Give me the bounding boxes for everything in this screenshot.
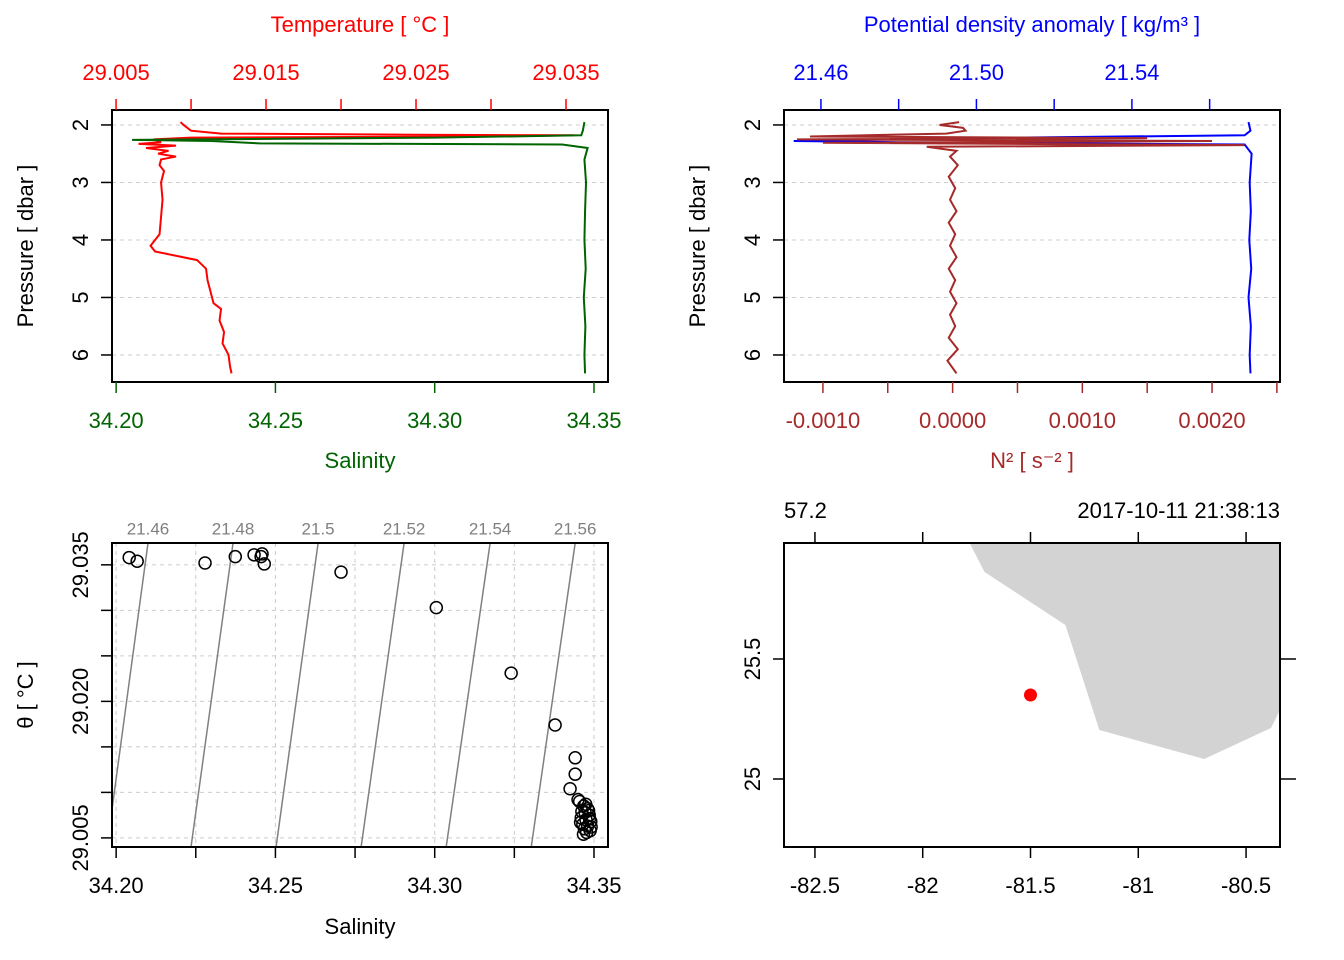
x2-tick-label: 21.54: [1104, 60, 1159, 85]
y-tick-label: 2: [740, 119, 765, 131]
data-point: [122, 550, 136, 565]
isopycnal: [275, 543, 319, 847]
isopycnal-label: 21.48: [212, 519, 255, 538]
data-point: [584, 820, 598, 834]
y-tick-label: 29.020: [68, 668, 93, 735]
y-tick-label: 3: [740, 176, 765, 188]
plot-frame: [783, 109, 1281, 383]
y-tick-label: 5: [740, 291, 765, 303]
isopycnal-label: 21.52: [383, 519, 426, 538]
station: [1024, 688, 1038, 702]
plot-frame: [783, 542, 1281, 848]
isopycnal: [360, 543, 405, 847]
x-tick-label: 34.30: [407, 873, 462, 898]
x-axis-title: Salinity: [325, 448, 396, 473]
x-tick-label: -80.5: [1221, 873, 1271, 898]
x-axis-title: Salinity: [325, 914, 396, 939]
y-tick-label: 6: [740, 349, 765, 361]
x-tick-label: 34.35: [566, 873, 621, 898]
isopycnal: [190, 543, 234, 847]
x-tick-label: -81.5: [1005, 873, 1055, 898]
y-axis-title: θ [ °C ]: [13, 661, 38, 728]
data-point: [130, 554, 144, 568]
x-tick-label: 0.0000: [919, 408, 986, 433]
data-point: [257, 557, 272, 571]
data-point: [568, 767, 582, 781]
x-tick-label: -81: [1122, 873, 1154, 898]
x-tick-label: 34.30: [407, 408, 462, 433]
x2-tick-label: 29.015: [232, 60, 299, 85]
y-tick-label: 5: [68, 291, 93, 303]
data-point: [578, 797, 593, 811]
data-point: [254, 549, 268, 564]
data-point: [247, 548, 261, 562]
x2-tick-label: 21.50: [949, 60, 1004, 85]
x2-tick-label: 29.025: [382, 60, 449, 85]
land: [969, 543, 1280, 760]
x-tick-label: 0.0020: [1178, 408, 1245, 433]
isopycnal-label: 21.5: [302, 519, 335, 538]
x-tick-label: -0.0010: [786, 408, 861, 433]
data-point: [576, 827, 591, 842]
x-tick-label: -82: [907, 873, 939, 898]
data-point: [568, 751, 582, 765]
data-point: [504, 666, 518, 680]
x-tick-label: -82.5: [790, 873, 840, 898]
x-tick-label: 34.20: [89, 408, 144, 433]
data-point: [548, 718, 562, 732]
isopycnal-label: 21.46: [127, 519, 170, 538]
data-point: [198, 556, 212, 570]
x-tick-label: 0.0010: [1049, 408, 1116, 433]
data-point: [582, 812, 597, 826]
y-tick-label: 25.5: [740, 638, 765, 681]
station-time: 2017-10-11 21:38:13: [1077, 498, 1280, 523]
x-tick-label: 34.20: [89, 873, 144, 898]
x2-tick-label: 29.005: [82, 60, 149, 85]
plot-frame: [111, 109, 609, 383]
profile-line: [796, 121, 1245, 374]
y-tick-label: 4: [68, 234, 93, 246]
x2-axis-title: Potential density anomaly [ kg/m³ ]: [864, 12, 1200, 37]
data-point: [575, 804, 589, 819]
x-tick-label: 34.25: [248, 408, 303, 433]
y-tick-label: 6: [68, 349, 93, 361]
y-tick-label: 4: [740, 234, 765, 246]
data-point: [572, 794, 587, 809]
x2-tick-label: 21.46: [793, 60, 848, 85]
data-point: [563, 781, 577, 796]
y-tick-label: 3: [68, 176, 93, 188]
isopycnal: [112, 543, 149, 815]
y-tick-label: 2: [68, 119, 93, 131]
data-point: [228, 549, 243, 564]
data-point: [581, 803, 596, 818]
isopycnal-label: 21.54: [469, 519, 512, 538]
profile-line: [138, 121, 574, 374]
isopycnal: [445, 543, 491, 847]
x-tick-label: 34.35: [566, 408, 621, 433]
x2-tick-label: 29.035: [532, 60, 599, 85]
x-axis-title: N² [ s⁻² ]: [990, 448, 1074, 473]
plot-frame: [111, 542, 609, 848]
profile-line: [132, 121, 589, 374]
station-label: 57.2: [784, 498, 827, 523]
x-tick-label: 34.25: [248, 873, 303, 898]
data-point: [334, 565, 348, 579]
isopycnal-label: 21.56: [554, 519, 597, 538]
x2-axis-title: Temperature [ °C ]: [271, 12, 450, 37]
y-tick-label: 29.005: [68, 804, 93, 871]
y-tick-label: 29.035: [68, 531, 93, 598]
y-axis-title: Pressure [ dbar ]: [685, 165, 710, 328]
profile-line: [793, 121, 1253, 374]
y-axis-title: Pressure [ dbar ]: [13, 165, 38, 328]
isopycnal: [530, 543, 576, 847]
data-point: [429, 600, 444, 615]
y-tick-label: 25: [740, 767, 765, 791]
